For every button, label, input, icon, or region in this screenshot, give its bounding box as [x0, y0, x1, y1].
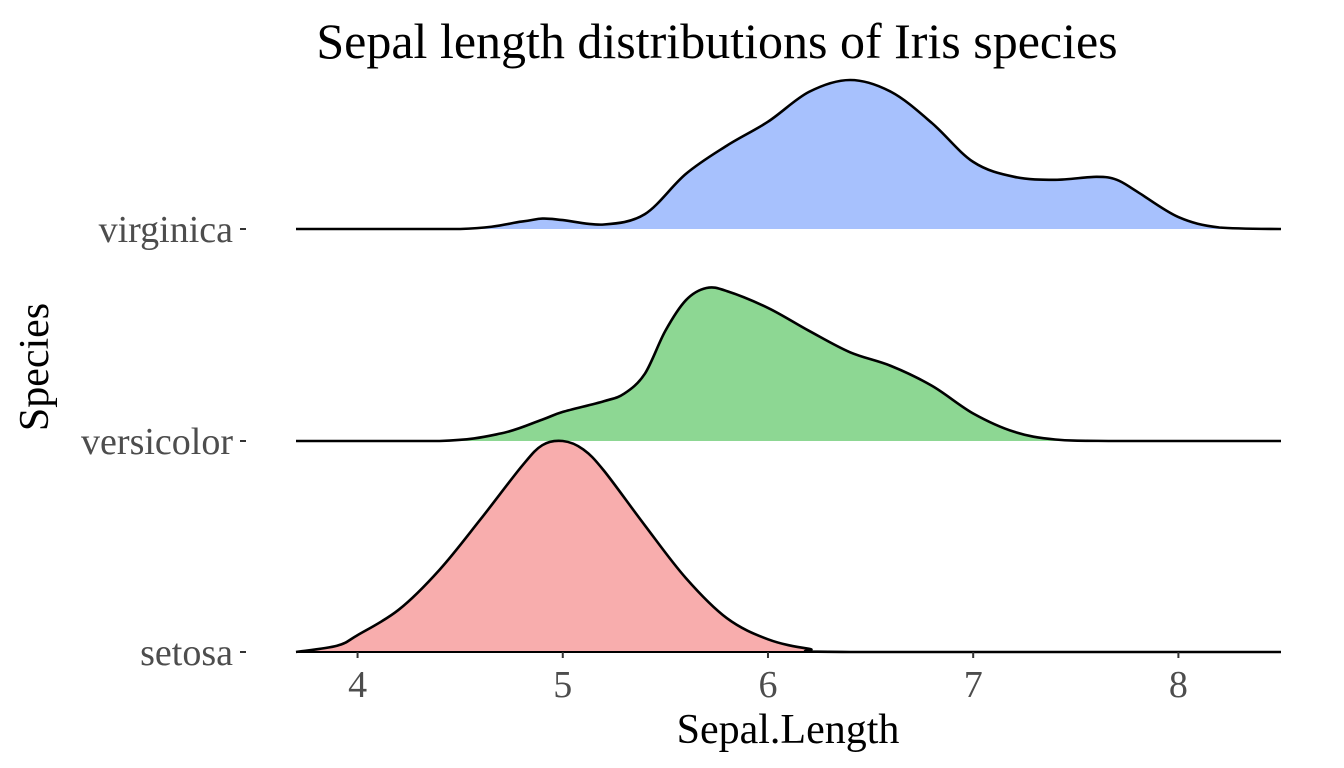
ridge-area-setosa	[296, 440, 1281, 652]
chart-title: Sepal length distributions of Iris speci…	[316, 13, 1117, 69]
ridge-line-setosa	[295, 439, 1281, 654]
y-axis-title: Species	[12, 303, 58, 431]
x-tick-label: 4	[348, 664, 367, 706]
x-tick-label: 8	[1169, 664, 1188, 706]
x-tick-label: 5	[553, 664, 572, 706]
x-axis-title: Sepal.Length	[677, 707, 900, 753]
x-axis-ticks: 4 5 6 7 8	[348, 652, 1188, 706]
x-tick-label: 6	[758, 664, 777, 706]
y-tick-label-setosa: setosa	[140, 632, 233, 674]
ridge-area-virginica	[296, 80, 1281, 229]
ridge-area-versicolor	[296, 287, 1281, 441]
x-tick-label: 7	[964, 664, 983, 706]
ridges-layer	[295, 78, 1282, 654]
ridge-line-virginica	[295, 78, 1282, 231]
y-tick-label-versicolor: versicolor	[81, 421, 233, 463]
y-axis-ticks: setosa versicolor virginica	[81, 209, 246, 674]
y-tick-label-virginica: virginica	[99, 209, 234, 251]
ridge-line-versicolor	[296, 286, 1281, 443]
